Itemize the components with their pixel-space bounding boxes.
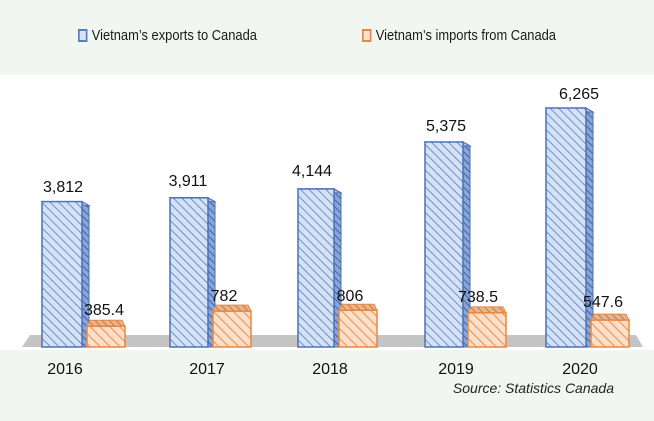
bar-imports-top [86,319,126,327]
data-label-imports: 547.6 [583,294,623,311]
data-label-exports: 3,911 [169,173,208,190]
data-label-imports: 738.5 [458,289,498,306]
legend-label-exports: Vietnam’s exports to Canada [91,27,257,44]
data-label-exports: 6,265 [559,86,599,103]
data-label-exports: 4,144 [292,163,332,180]
legend-label-imports: Vietnam’s imports from Canada [375,27,556,44]
legend-swatch-exports [78,29,88,42]
legend-swatch-imports [362,29,372,42]
bar-imports [338,309,378,348]
bar-exports [545,107,587,348]
x-tick-label: 2020 [562,361,598,378]
bar-imports [212,310,252,348]
data-label-exports: 5,375 [426,118,466,135]
x-tick-label: 2017 [189,361,225,378]
source-note: Source: Statistics Canada [453,380,614,396]
bar-exports-side [585,107,594,348]
bar-exports [424,141,464,348]
bar-exports [41,200,83,348]
x-tick-label: 2019 [438,361,474,378]
bar-imports-top [212,304,252,312]
bar-imports [86,325,126,348]
bar-exports [169,197,209,348]
legend-item-exports: Vietnam’s exports to Canada [78,27,257,44]
bar-imports-top [590,313,630,321]
legend: Vietnam’s exports to Canada Vietnam’s im… [0,0,654,75]
data-label-imports: 385.4 [84,302,124,319]
data-label-imports: 806 [337,288,364,305]
bar-imports-top [338,303,378,311]
bar-imports-top [467,306,507,314]
data-label-imports: 782 [211,288,238,305]
x-tick-label: 2016 [47,361,83,378]
data-label-exports: 3,812 [43,179,83,196]
bar-exports [297,188,335,348]
bar-imports [467,312,507,348]
legend-item-imports: Vietnam’s imports from Canada [362,27,556,44]
bar-imports [590,319,630,348]
x-tick-label: 2018 [312,361,348,378]
